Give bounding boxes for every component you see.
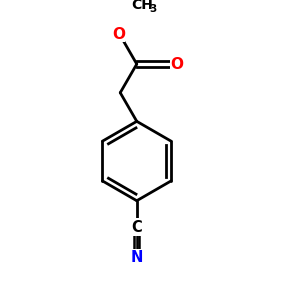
Text: O: O bbox=[112, 27, 125, 42]
Text: CH: CH bbox=[132, 0, 154, 12]
Text: O: O bbox=[170, 57, 183, 72]
Text: 3: 3 bbox=[149, 4, 156, 14]
Text: C: C bbox=[131, 220, 142, 235]
Text: N: N bbox=[130, 250, 143, 265]
